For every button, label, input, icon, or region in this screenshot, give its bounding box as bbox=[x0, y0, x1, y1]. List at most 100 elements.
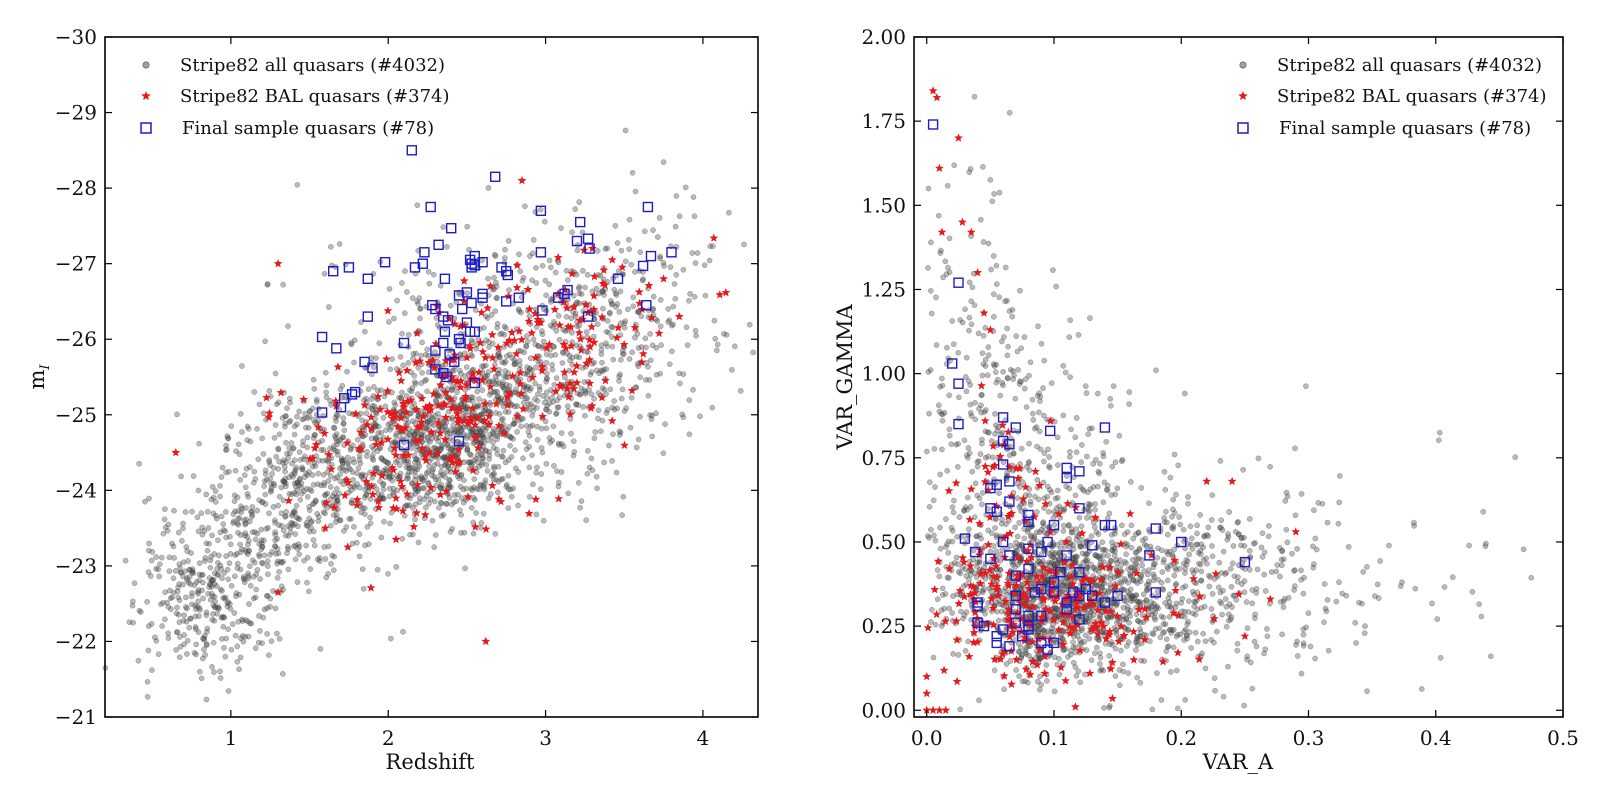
all-quasar-point bbox=[447, 450, 454, 456]
all-quasar-point bbox=[135, 657, 142, 664]
all-quasar-point bbox=[227, 533, 233, 540]
all-quasar-point bbox=[393, 564, 400, 570]
all-quasar-point bbox=[184, 577, 191, 584]
all-quasar-point bbox=[1124, 588, 1131, 595]
all-quasar-point bbox=[992, 369, 999, 375]
all-quasar-point bbox=[484, 372, 491, 379]
all-quasar-point bbox=[684, 342, 691, 348]
all-quasar-point bbox=[171, 555, 177, 561]
all-quasar-point bbox=[1037, 656, 1043, 662]
all-quasar-point bbox=[637, 249, 644, 256]
all-quasar-point bbox=[1130, 576, 1136, 583]
all-quasar-point bbox=[262, 338, 269, 345]
all-quasar-point bbox=[270, 465, 277, 471]
all-quasar-point bbox=[1147, 543, 1154, 550]
all-quasar-point bbox=[306, 469, 312, 475]
all-quasar-point bbox=[324, 490, 331, 497]
all-quasar-point bbox=[195, 629, 202, 635]
all-quasar-point bbox=[385, 421, 392, 428]
all-quasar-point bbox=[334, 412, 341, 419]
all-quasar-point bbox=[237, 566, 244, 573]
all-quasar-point bbox=[387, 520, 393, 527]
all-quasar-point bbox=[490, 439, 496, 446]
all-quasar-point bbox=[1253, 643, 1260, 650]
all-quasar-point bbox=[303, 470, 310, 477]
all-quasar-point bbox=[256, 613, 262, 619]
all-quasar-point bbox=[1105, 588, 1112, 594]
final-sample-point bbox=[466, 297, 477, 309]
all-quasar-point bbox=[386, 485, 393, 492]
all-quasar-point bbox=[458, 512, 465, 518]
all-quasar-point bbox=[1222, 596, 1229, 602]
all-quasar-point bbox=[185, 579, 192, 586]
all-quasar-point bbox=[345, 465, 352, 471]
all-quasar-point bbox=[526, 432, 533, 439]
all-quasar-point bbox=[242, 530, 249, 536]
all-quasar-point bbox=[1321, 619, 1327, 626]
all-quasar-point bbox=[244, 533, 251, 540]
all-quasar-point bbox=[1411, 519, 1417, 526]
final-sample-point bbox=[645, 250, 657, 262]
all-quasar-point bbox=[285, 532, 292, 539]
all-quasar-point bbox=[259, 499, 265, 506]
all-quasar-point bbox=[280, 558, 286, 565]
all-quasar-point bbox=[145, 623, 152, 629]
all-quasar-point bbox=[195, 587, 202, 593]
all-quasar-point bbox=[331, 553, 338, 560]
all-quasar-point bbox=[267, 595, 274, 602]
y-tick-label: −25 bbox=[55, 403, 97, 427]
all-quasar-point bbox=[358, 380, 365, 387]
all-quasar-point bbox=[304, 579, 310, 586]
all-quasar-point bbox=[169, 594, 175, 601]
all-quasar-point bbox=[407, 531, 413, 538]
all-quasar-point bbox=[291, 490, 298, 496]
all-quasar-point bbox=[295, 541, 302, 548]
all-quasar-point bbox=[992, 525, 998, 531]
all-quasar-point bbox=[192, 613, 199, 620]
all-quasar-point bbox=[165, 603, 172, 610]
all-quasar-point bbox=[499, 379, 506, 385]
all-quasar-point bbox=[274, 630, 280, 637]
all-quasar-point bbox=[491, 274, 497, 281]
all-quasar-point bbox=[590, 333, 597, 340]
all-quasar-point bbox=[943, 516, 949, 522]
y-tick-label: −21 bbox=[55, 705, 97, 729]
all-quasar-point bbox=[1291, 567, 1298, 573]
all-quasar-point bbox=[207, 596, 214, 603]
all-quasar-point bbox=[533, 469, 540, 476]
all-quasar-point bbox=[692, 327, 699, 334]
all-quasar-point bbox=[1164, 531, 1171, 538]
all-quasar-point bbox=[689, 250, 696, 256]
all-quasar-point bbox=[1312, 655, 1318, 662]
bal-quasar-point bbox=[333, 362, 343, 371]
all-quasar-point bbox=[203, 491, 210, 498]
all-quasar-point bbox=[200, 595, 206, 602]
all-quasar-point bbox=[196, 571, 203, 578]
all-quasar-point bbox=[544, 395, 550, 402]
all-quasar-point bbox=[599, 417, 606, 424]
all-quasar-point bbox=[330, 512, 337, 519]
all-quasar-point bbox=[502, 408, 509, 415]
all-quasar-point bbox=[1273, 568, 1280, 575]
all-quasar-point bbox=[336, 241, 343, 247]
all-quasar-point bbox=[246, 547, 252, 554]
all-quasar-point bbox=[1130, 535, 1137, 542]
all-quasar-point bbox=[603, 410, 610, 416]
all-quasar-point bbox=[484, 468, 491, 474]
all-quasar-point bbox=[397, 354, 404, 360]
all-quasar-point bbox=[692, 260, 699, 266]
all-quasar-point bbox=[955, 561, 961, 567]
all-quasar-point bbox=[1229, 560, 1236, 567]
all-quasar-point bbox=[464, 446, 471, 453]
all-quasar-point bbox=[209, 664, 215, 670]
all-quasar-point bbox=[1241, 589, 1248, 596]
all-quasar-point bbox=[447, 302, 454, 309]
all-quasar-point bbox=[709, 243, 716, 250]
all-quasar-point bbox=[273, 453, 280, 460]
all-quasar-point bbox=[1313, 546, 1320, 553]
all-quasar-point bbox=[279, 415, 286, 421]
all-quasar-point bbox=[386, 473, 393, 479]
all-quasar-point bbox=[332, 475, 338, 482]
all-quasar-point bbox=[1173, 600, 1180, 607]
all-quasar-point bbox=[536, 383, 543, 390]
